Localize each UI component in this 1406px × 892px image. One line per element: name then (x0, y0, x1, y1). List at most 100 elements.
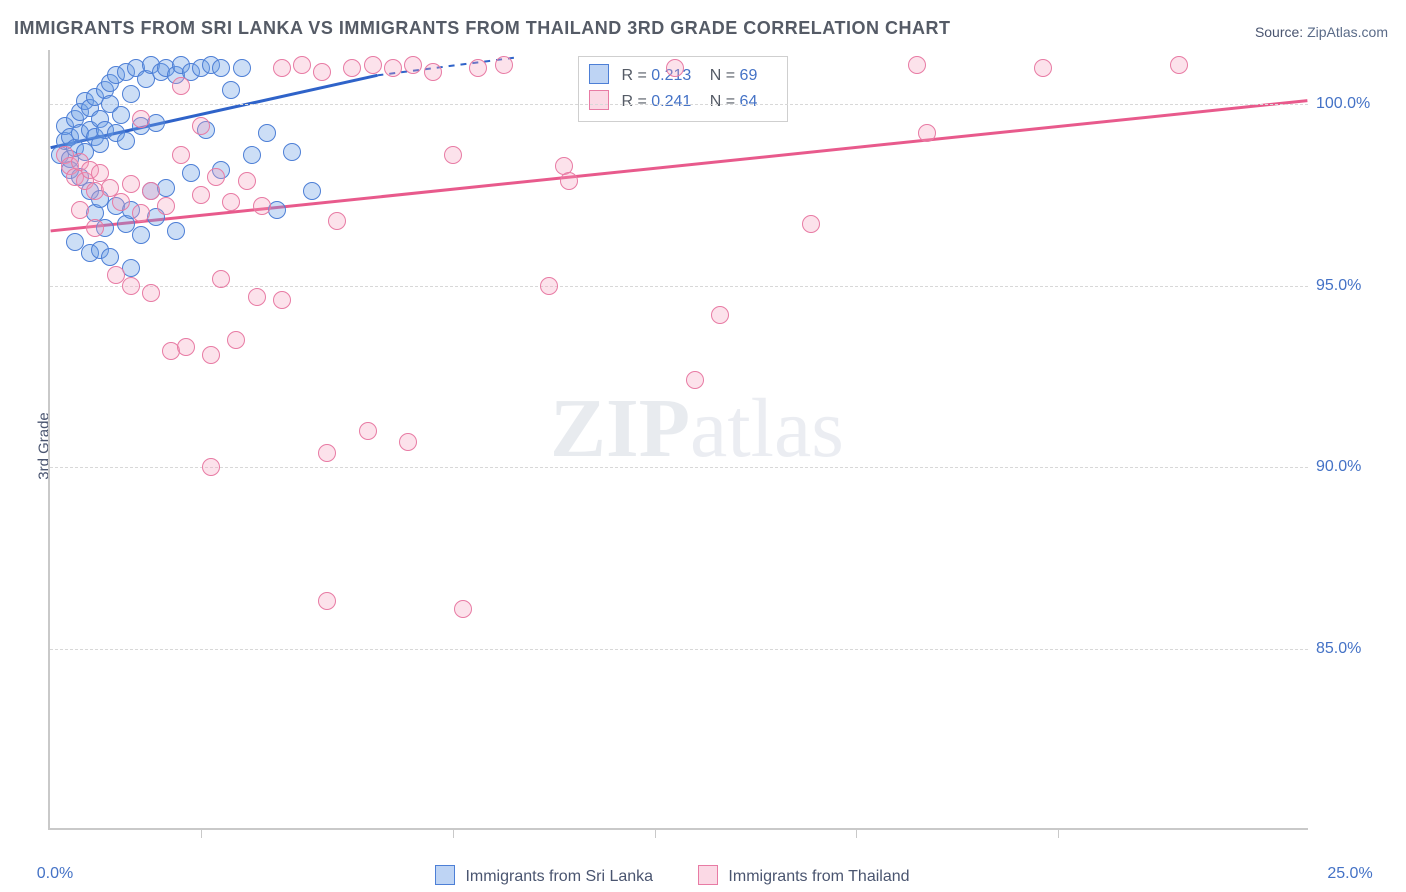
scatter-point (142, 284, 160, 302)
x-tick (856, 828, 857, 838)
scatter-point (132, 204, 150, 222)
legend-swatch-pink (698, 865, 718, 885)
scatter-point (202, 346, 220, 364)
legend-row-pink: R = 0.241 N = 64 (589, 89, 771, 115)
legend-label-pink: Immigrants from Thailand (728, 868, 909, 885)
scatter-point (359, 422, 377, 440)
source-value: ZipAtlas.com (1307, 24, 1388, 40)
y-tick-label: 90.0% (1316, 458, 1398, 476)
scatter-point (258, 124, 276, 142)
scatter-point (666, 59, 684, 77)
scatter-point (283, 143, 301, 161)
legend-N-blue: 69 (740, 67, 758, 84)
trend-lines-svg (50, 50, 1308, 828)
scatter-point (207, 168, 225, 186)
legend-label-blue: Immigrants from Sri Lanka (465, 868, 653, 885)
legend-N-pink: 64 (740, 93, 758, 110)
scatter-point (560, 172, 578, 190)
source-label: Source: (1255, 24, 1303, 40)
scatter-point (711, 306, 729, 324)
scatter-point (313, 63, 331, 81)
scatter-point (273, 291, 291, 309)
scatter-point (404, 56, 422, 74)
x-tick (1058, 828, 1059, 838)
scatter-point (192, 117, 210, 135)
legend-N-label: N = (710, 67, 740, 84)
y-tick-label: 85.0% (1316, 640, 1398, 658)
x-tick (453, 828, 454, 838)
scatter-point (243, 146, 261, 164)
scatter-point (686, 371, 704, 389)
x-axis-min-label: 0.0% (37, 865, 73, 883)
scatter-point (253, 197, 271, 215)
scatter-point (328, 212, 346, 230)
scatter-point (384, 59, 402, 77)
scatter-point (540, 277, 558, 295)
scatter-point (122, 277, 140, 295)
scatter-point (454, 600, 472, 618)
scatter-point (364, 56, 382, 74)
scatter-point (343, 59, 361, 77)
scatter-point (112, 193, 130, 211)
scatter-point (222, 81, 240, 99)
x-axis-max-label: 25.0% (1327, 865, 1372, 883)
scatter-point (303, 182, 321, 200)
scatter-point (157, 179, 175, 197)
scatter-point (132, 226, 150, 244)
series-legend: Immigrants from Sri Lanka Immigrants fro… (435, 865, 910, 886)
legend-R-label: R = (621, 93, 651, 110)
legend-R-pink: 0.241 (651, 93, 691, 110)
scatter-point (802, 215, 820, 233)
scatter-point (212, 59, 230, 77)
scatter-point (71, 201, 89, 219)
watermark-zip: ZIP (550, 382, 690, 475)
legend-swatch-blue (589, 64, 609, 84)
gridline (50, 467, 1308, 468)
scatter-point (233, 59, 251, 77)
y-tick-label: 100.0% (1316, 95, 1398, 113)
scatter-point (399, 433, 417, 451)
scatter-point (167, 222, 185, 240)
scatter-point (248, 288, 266, 306)
watermark-atlas: atlas (690, 382, 844, 475)
scatter-point (444, 146, 462, 164)
scatter-point (202, 458, 220, 476)
scatter-point (1034, 59, 1052, 77)
legend-swatch-blue (435, 865, 455, 885)
scatter-point (918, 124, 936, 142)
scatter-point (273, 59, 291, 77)
y-tick-label: 95.0% (1316, 277, 1398, 295)
scatter-point (157, 197, 175, 215)
scatter-point (318, 444, 336, 462)
scatter-plot-area: ZIPatlas R = 0.213 N = 69 R = 0.241 N = … (48, 50, 1308, 830)
scatter-point (112, 106, 130, 124)
scatter-point (238, 172, 256, 190)
scatter-point (172, 146, 190, 164)
scatter-point (172, 77, 190, 95)
scatter-point (222, 193, 240, 211)
watermark: ZIPatlas (550, 380, 844, 477)
scatter-point (122, 175, 140, 193)
scatter-point (117, 132, 135, 150)
scatter-point (101, 248, 119, 266)
legend-swatch-pink (589, 90, 609, 110)
scatter-point (495, 56, 513, 74)
scatter-point (227, 331, 245, 349)
gridline (50, 286, 1308, 287)
scatter-point (293, 56, 311, 74)
scatter-point (132, 110, 150, 128)
scatter-point (182, 164, 200, 182)
scatter-point (1170, 56, 1188, 74)
scatter-point (469, 59, 487, 77)
scatter-point (908, 56, 926, 74)
scatter-point (177, 338, 195, 356)
scatter-point (318, 592, 336, 610)
legend-N-label: N = (710, 93, 740, 110)
gridline (50, 649, 1308, 650)
scatter-point (424, 63, 442, 81)
scatter-point (192, 186, 210, 204)
x-tick (655, 828, 656, 838)
chart-title: IMMIGRANTS FROM SRI LANKA VS IMMIGRANTS … (14, 18, 950, 39)
legend-R-label: R = (621, 67, 651, 84)
scatter-point (122, 85, 140, 103)
